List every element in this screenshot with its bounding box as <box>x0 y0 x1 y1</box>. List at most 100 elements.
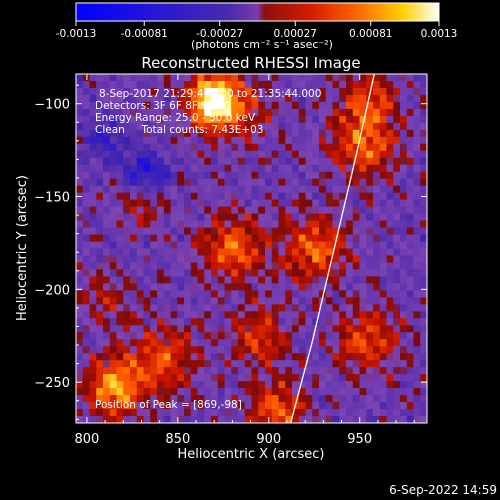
heatmap-cell <box>204 388 212 396</box>
heatmap-cell <box>211 283 219 291</box>
heatmap-cell <box>332 297 340 305</box>
heatmap-cell <box>211 374 219 382</box>
clean-total-counts-annotation: Clean Total counts: 7.43E+03 <box>95 124 264 136</box>
heatmap-cell <box>177 150 185 159</box>
heatmap-cell <box>319 129 327 138</box>
heatmap-cell <box>123 87 131 96</box>
heatmap-cell <box>292 297 300 305</box>
heatmap-cell <box>89 290 97 298</box>
heatmap-cell <box>211 192 219 201</box>
heatmap-cell <box>339 311 347 319</box>
heatmap-cell <box>170 388 178 396</box>
heatmap-cell <box>312 199 320 208</box>
heatmap-cell <box>217 311 225 319</box>
heatmap-cell <box>393 101 401 110</box>
heatmap-cell <box>217 297 225 305</box>
heatmap-cell <box>170 192 178 201</box>
heatmap-cell <box>190 87 198 96</box>
heatmap-cell <box>325 276 333 284</box>
heatmap-cell <box>211 318 219 326</box>
heatmap-cell <box>292 206 300 214</box>
heatmap-cell <box>373 248 381 256</box>
heatmap-cell <box>96 276 104 284</box>
heatmap-cell <box>123 178 131 187</box>
heatmap-cell <box>312 311 320 319</box>
heatmap-cell <box>386 150 394 159</box>
heatmap-cell <box>163 227 171 235</box>
heatmap-cell <box>339 213 347 221</box>
heatmap-cell <box>325 416 333 423</box>
heatmap-cell <box>413 262 421 270</box>
heatmap-cell <box>211 94 219 103</box>
heatmap-cell <box>373 381 381 389</box>
heatmap-cell <box>373 360 381 368</box>
heatmap-cell <box>224 227 232 235</box>
heatmap-cell <box>305 402 313 410</box>
heatmap-cell <box>379 199 387 208</box>
heatmap-cell <box>366 395 374 403</box>
heatmap-cell <box>197 157 205 166</box>
heatmap-cell <box>325 381 333 389</box>
heatmap-cell <box>271 101 279 110</box>
heatmap-cell <box>332 304 340 312</box>
heatmap-cell <box>325 255 333 263</box>
heatmap-cell <box>184 290 192 298</box>
heatmap-cell <box>157 220 165 228</box>
heatmap-cell <box>82 346 90 354</box>
heatmap-cell <box>373 213 381 221</box>
heatmap-cell <box>393 74 401 82</box>
heatmap-cell <box>143 339 151 347</box>
heatmap-cell <box>89 115 97 124</box>
heatmap-cell <box>89 367 97 375</box>
heatmap-cell <box>103 297 111 305</box>
heatmap-cell <box>346 206 354 214</box>
heatmap-cell <box>319 115 327 124</box>
heatmap-cell <box>319 262 327 270</box>
heatmap-cell <box>116 136 124 145</box>
heatmap-cell <box>103 122 111 131</box>
heatmap-cell <box>103 311 111 319</box>
heatmap-cell <box>217 87 225 96</box>
heatmap-cell <box>332 115 340 124</box>
heatmap-cell <box>190 388 198 396</box>
heatmap-cell <box>96 283 104 291</box>
heatmap-cell <box>96 220 104 228</box>
heatmap-cell <box>271 353 279 361</box>
heatmap-cell <box>123 304 131 312</box>
heatmap-cell <box>163 206 171 214</box>
heatmap-cell <box>177 178 185 187</box>
heatmap-cell <box>386 234 394 242</box>
heatmap-cell <box>211 276 219 284</box>
heatmap-cell <box>163 304 171 312</box>
heatmap-cell <box>211 395 219 403</box>
heatmap-cell <box>109 381 117 389</box>
heatmap-cell <box>184 367 192 375</box>
heatmap-cell <box>184 171 192 180</box>
heatmap-cell <box>393 339 401 347</box>
heatmap-cell <box>325 409 333 417</box>
heatmap-cell <box>217 248 225 256</box>
heatmap-cell <box>184 234 192 242</box>
heatmap-cell <box>157 311 165 319</box>
heatmap-cell <box>265 374 273 382</box>
heatmap-cell <box>319 395 327 403</box>
heatmap-cell <box>123 80 131 89</box>
heatmap-cell <box>420 129 427 138</box>
heatmap-cell <box>332 164 340 173</box>
heatmap-cell <box>244 276 252 284</box>
heatmap-cell <box>312 192 320 201</box>
heatmap-cell <box>103 346 111 354</box>
heatmap-cell <box>325 234 333 242</box>
heatmap-cell <box>130 178 138 187</box>
heatmap-cell <box>244 241 252 249</box>
heatmap-cell <box>406 276 414 284</box>
heatmap-cell <box>258 262 266 270</box>
heatmap-cell <box>76 346 84 354</box>
heatmap-cell <box>184 353 192 361</box>
heatmap-cell <box>366 248 374 256</box>
heatmap-cell <box>103 164 111 173</box>
heatmap-cell <box>217 339 225 347</box>
heatmap-cell <box>177 234 185 242</box>
heatmap-cell <box>130 241 138 249</box>
heatmap-cell <box>231 108 239 117</box>
